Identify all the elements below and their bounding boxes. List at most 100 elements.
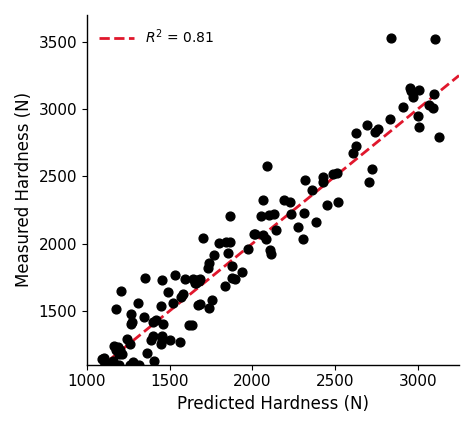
Point xyxy=(319,173,327,180)
Point xyxy=(257,213,265,220)
Point xyxy=(263,163,270,169)
Point xyxy=(352,143,360,149)
Point xyxy=(409,94,417,101)
Point xyxy=(158,276,165,283)
Point xyxy=(100,355,108,362)
Point xyxy=(365,178,373,185)
Point xyxy=(238,269,246,276)
Point xyxy=(149,319,156,326)
Point xyxy=(287,211,294,218)
Point xyxy=(195,278,203,285)
Point xyxy=(194,276,201,283)
Point xyxy=(259,196,267,203)
Point xyxy=(115,349,123,356)
Point xyxy=(228,275,236,282)
Point xyxy=(128,321,135,327)
Point xyxy=(265,211,273,218)
Point xyxy=(114,344,121,351)
Point xyxy=(435,134,443,140)
Point xyxy=(194,301,201,308)
Point xyxy=(150,358,158,365)
Point xyxy=(210,252,218,259)
Point xyxy=(270,211,278,218)
Point xyxy=(157,340,164,347)
Point xyxy=(158,336,165,343)
Point xyxy=(228,262,236,269)
Point xyxy=(182,276,189,282)
Point xyxy=(226,212,234,219)
Point xyxy=(349,149,357,156)
Point xyxy=(200,235,207,242)
Point xyxy=(300,235,307,242)
Point xyxy=(371,128,378,135)
Point xyxy=(205,304,212,311)
Point xyxy=(112,305,120,312)
Legend: $R^2$ = 0.81: $R^2$ = 0.81 xyxy=(94,22,220,52)
Point xyxy=(363,122,371,128)
Point xyxy=(387,35,394,42)
Point xyxy=(109,358,117,365)
Point xyxy=(128,311,135,318)
Point xyxy=(115,351,123,357)
Point xyxy=(143,350,151,357)
Point xyxy=(147,336,155,343)
Point xyxy=(252,231,259,238)
Point xyxy=(196,300,203,307)
Point xyxy=(118,351,126,358)
Point xyxy=(250,230,258,237)
Point xyxy=(426,102,433,109)
Point xyxy=(117,346,124,353)
Point xyxy=(191,280,199,287)
Point xyxy=(99,355,106,362)
Point xyxy=(112,347,120,354)
Point xyxy=(159,332,166,339)
Point xyxy=(281,197,288,204)
Point xyxy=(172,271,179,278)
Point xyxy=(192,279,200,286)
Point xyxy=(407,88,415,95)
Point xyxy=(126,341,134,348)
Point xyxy=(226,239,233,246)
Point xyxy=(368,166,375,172)
Point xyxy=(221,282,229,289)
Point xyxy=(400,104,407,110)
Point xyxy=(117,288,124,294)
Point xyxy=(308,187,316,193)
Point xyxy=(179,290,187,297)
Point xyxy=(101,360,109,367)
Point xyxy=(150,333,157,340)
Point xyxy=(106,361,114,368)
Point xyxy=(101,361,109,368)
Point xyxy=(286,199,293,205)
Point xyxy=(196,276,203,283)
Point xyxy=(110,342,118,349)
Point xyxy=(153,317,160,324)
Point xyxy=(141,314,148,321)
Point xyxy=(300,209,307,216)
Point xyxy=(185,322,193,329)
Point xyxy=(115,361,123,368)
Point xyxy=(166,337,174,344)
Point xyxy=(334,198,342,205)
Point xyxy=(176,338,183,345)
Point xyxy=(134,300,142,306)
Point xyxy=(244,246,251,253)
Point xyxy=(204,265,212,272)
Point xyxy=(414,113,422,120)
Point xyxy=(263,235,270,242)
Point xyxy=(130,359,137,366)
Point xyxy=(374,125,382,132)
Point xyxy=(301,176,309,183)
Point xyxy=(209,297,216,303)
Point xyxy=(177,294,184,301)
Point xyxy=(169,300,176,306)
Point xyxy=(334,169,341,176)
Point xyxy=(329,171,337,178)
Point xyxy=(272,226,280,233)
X-axis label: Predicted Hardness (N): Predicted Hardness (N) xyxy=(177,395,369,413)
Point xyxy=(386,116,394,122)
Point xyxy=(231,276,238,283)
Point xyxy=(159,321,167,327)
Point xyxy=(267,251,275,258)
Point xyxy=(294,223,302,230)
